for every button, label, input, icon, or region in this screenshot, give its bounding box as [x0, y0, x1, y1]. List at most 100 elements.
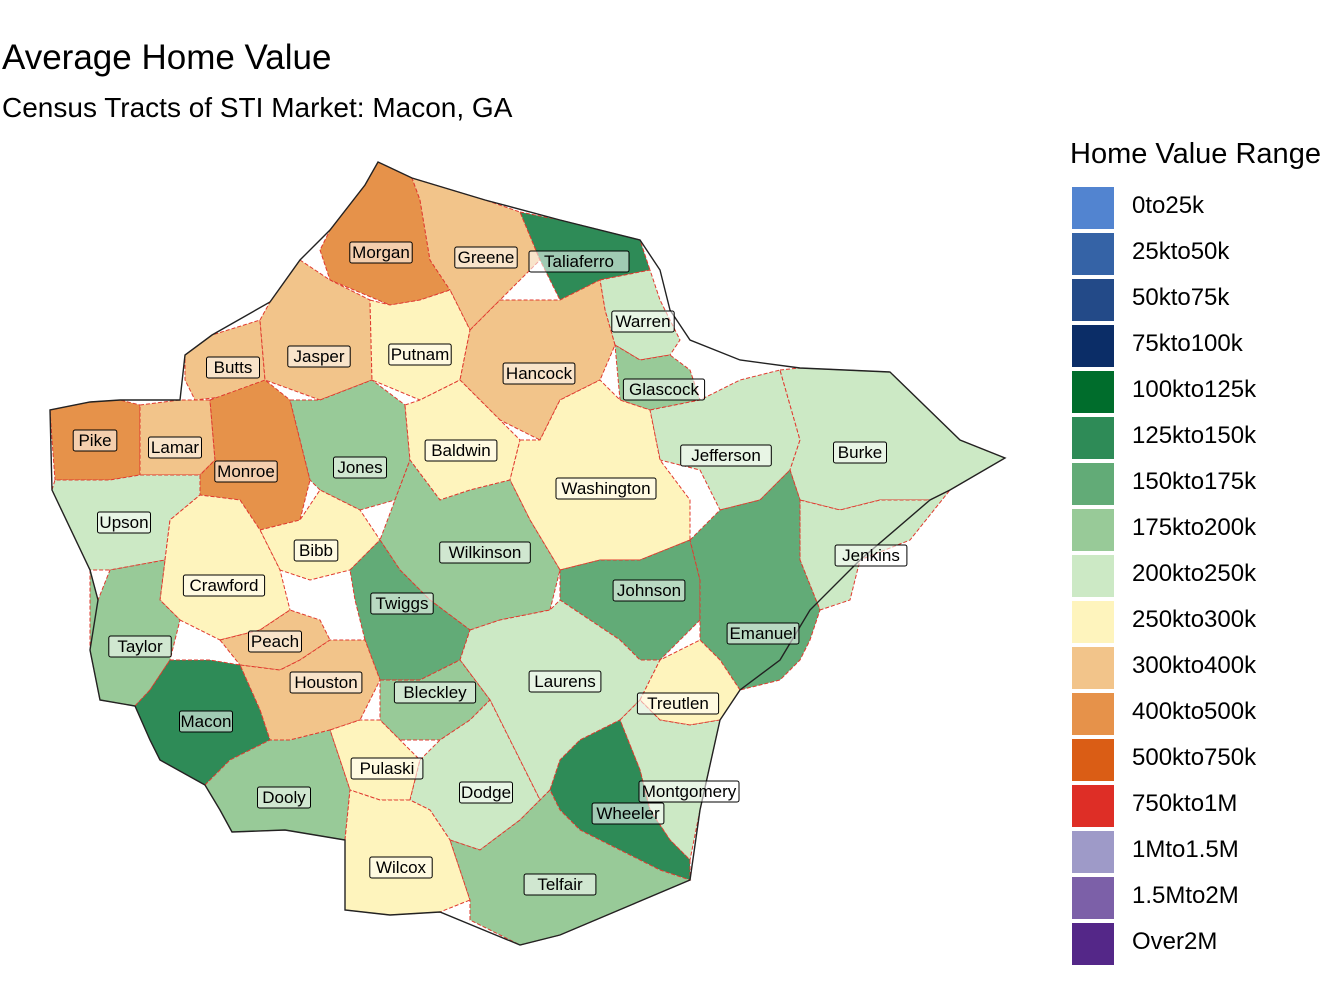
legend-item: 300kto400k	[1070, 645, 1321, 691]
legend-label: 400kto500k	[1132, 698, 1257, 725]
county-label-pulaski: Pulaski	[350, 757, 424, 780]
legend-swatch	[1072, 647, 1114, 689]
county-label-crawford: Crawford	[182, 574, 266, 597]
county-label-pike: Pike	[72, 429, 118, 452]
county-name: Laurens	[534, 672, 595, 691]
legend-swatch	[1072, 509, 1114, 551]
legend-item: Over2M	[1070, 921, 1321, 967]
legend-label: 300kto400k	[1132, 652, 1257, 679]
legend-label: 175kto200k	[1132, 514, 1257, 541]
map-subtitle: Census Tracts of STI Market: Macon, GA	[2, 92, 513, 123]
legend-item: 750kto1M	[1070, 783, 1321, 829]
legend-label: 150kto175k	[1132, 468, 1257, 495]
county-label-jasper: Jasper	[287, 345, 351, 368]
legend-label: 50kto75k	[1132, 284, 1230, 311]
legend-item: 175kto200k	[1070, 507, 1321, 553]
county-name: Baldwin	[431, 441, 491, 460]
county-label-lamar: Lamar	[148, 436, 202, 459]
county-name: Wilcox	[376, 858, 427, 877]
county-name: Jones	[337, 458, 382, 477]
legend-label: 100kto125k	[1132, 376, 1257, 403]
county-name: Montgomery	[642, 782, 737, 801]
legend-label: 75kto100k	[1132, 330, 1243, 357]
county-name: Warren	[615, 312, 670, 331]
county-label-twiggs: Twiggs	[370, 592, 434, 615]
legend-item: 1.5Mto2M	[1070, 875, 1321, 921]
county-label-monroe: Monroe	[214, 460, 278, 483]
legend-item: 400kto500k	[1070, 691, 1321, 737]
county-label-treutlen: Treutlen	[636, 692, 720, 715]
county-name: Jenkins	[842, 546, 900, 565]
county-name: Hancock	[506, 364, 573, 383]
county-name: Bleckley	[403, 683, 467, 702]
county-name: Glascock	[629, 380, 699, 399]
county-shape-hancock	[459, 279, 616, 441]
county-label-washington: Washington	[555, 477, 657, 500]
legend-label: 125kto150k	[1132, 422, 1257, 449]
county-shape-burke	[779, 367, 1007, 511]
county-name: Wheeler	[596, 804, 660, 823]
legend-swatch	[1072, 831, 1114, 873]
county-label-morgan: Morgan	[349, 241, 413, 264]
legend-item: 0to25k	[1070, 185, 1321, 231]
county-label-peach: Peach	[248, 630, 302, 653]
legend: Home Value Range 0to25k 25kto50k 50kto75k 7…	[1070, 138, 1321, 967]
county-name: Pike	[78, 431, 111, 450]
county-name: Wilkinson	[449, 543, 522, 562]
legend-label: 1Mto1.5M	[1132, 836, 1239, 863]
county-label-macon: Macon	[179, 710, 233, 733]
county-name: Greene	[458, 248, 515, 267]
county-label-wilcox: Wilcox	[369, 856, 433, 879]
county-shape-jones	[289, 379, 411, 511]
county-label-bleckley: Bleckley	[393, 681, 477, 704]
map-title: Average Home Value	[2, 38, 332, 77]
legend-swatch	[1072, 463, 1114, 505]
legend-item: 1Mto1.5M	[1070, 829, 1321, 875]
county-label-bibb: Bibb	[293, 539, 339, 562]
county-name: Morgan	[352, 243, 410, 262]
legend-swatch	[1072, 555, 1114, 597]
county-name: Lamar	[151, 438, 200, 457]
legend-title: Home Value Range	[1070, 138, 1321, 170]
legend-swatch	[1072, 187, 1114, 229]
legend-swatch	[1072, 325, 1114, 367]
county-name: Houston	[294, 673, 357, 692]
county-label-warren: Warren	[611, 310, 675, 333]
county-name: Macon	[180, 712, 231, 731]
legend-item: 500kto750k	[1070, 737, 1321, 783]
legend-label: 200kto250k	[1132, 560, 1257, 587]
county-label-wilkinson: Wilkinson	[439, 541, 531, 564]
legend-label: 1.5Mto2M	[1132, 882, 1239, 909]
county-label-hancock: Hancock	[502, 362, 576, 385]
legend-label: 0to25k	[1132, 192, 1205, 219]
county-name: Taliaferro	[544, 252, 614, 271]
county-label-montgomery: Montgomery	[638, 780, 740, 803]
county-label-jefferson: Jefferson	[680, 444, 772, 467]
legend-label: 25kto50k	[1132, 238, 1230, 265]
legend-item: 200kto250k	[1070, 553, 1321, 599]
county-label-upson: Upson	[97, 511, 151, 534]
county-label-glascock: Glascock	[622, 378, 706, 401]
county-label-taliaferro: Taliaferro	[528, 250, 630, 273]
county-name: Crawford	[190, 576, 259, 595]
county-name: Butts	[214, 358, 253, 377]
legend-label: Over2M	[1132, 928, 1218, 955]
choropleth-map: Morgan Greene Taliaferro Warren Butts Jasper P…	[49, 161, 1007, 946]
legend-item: 100kto125k	[1070, 369, 1321, 415]
county-label-greene: Greene	[454, 246, 518, 269]
county-name: Bibb	[299, 541, 333, 560]
county-name: Putnam	[391, 345, 450, 364]
legend-item: 50kto75k	[1070, 277, 1321, 323]
legend-swatch	[1072, 923, 1114, 965]
county-label-taylor: Taylor	[108, 635, 172, 658]
legend-swatch	[1072, 371, 1114, 413]
county-label-johnson: Johnson	[612, 579, 686, 602]
county-label-laurens: Laurens	[528, 670, 602, 693]
county-name: Treutlen	[647, 694, 709, 713]
legend-swatch	[1072, 417, 1114, 459]
legend-swatch	[1072, 233, 1114, 275]
county-name: Jefferson	[691, 446, 761, 465]
county-label-dooly: Dooly	[257, 786, 311, 809]
county-label-telfair: Telfair	[523, 873, 597, 896]
county-name: Washington	[561, 479, 650, 498]
